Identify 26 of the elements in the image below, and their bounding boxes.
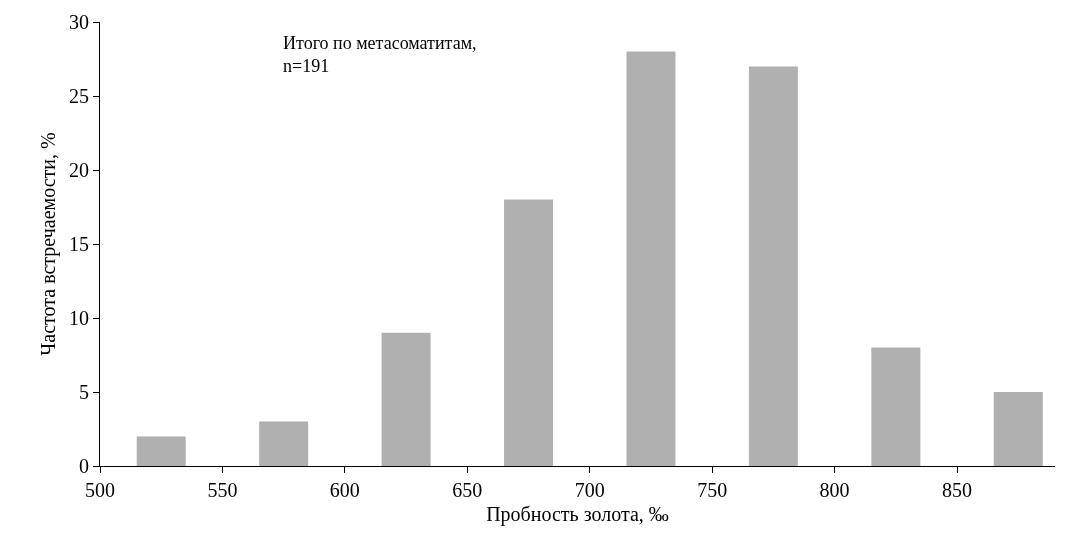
y-tick-label: 15 [69, 233, 89, 255]
y-tick-label: 25 [69, 85, 89, 107]
x-tick-label: 700 [574, 479, 605, 501]
x-tick-label: 500 [85, 479, 115, 501]
y-tick-label: 0 [79, 455, 89, 477]
x-tick-label: 550 [207, 479, 238, 501]
x-tick-label: 600 [329, 479, 360, 501]
x-tick-label: 850 [942, 479, 973, 501]
y-tick-label: 10 [69, 307, 89, 329]
bar [504, 199, 554, 466]
y-tick-label: 30 [69, 11, 89, 33]
bar [748, 66, 798, 466]
y-axis-title: Частота встречаемости, % [36, 132, 60, 356]
y-tick-label: 5 [79, 381, 89, 403]
x-axis-title: Пробность золота, ‰ [486, 502, 669, 526]
annotation: Итого по метасоматитам, n=191 [283, 33, 477, 77]
x-tick-label: 750 [697, 479, 728, 501]
bar [626, 51, 676, 466]
bar [871, 347, 921, 466]
bar [993, 392, 1043, 466]
x-tick-label: 650 [452, 479, 483, 501]
bar [381, 332, 431, 466]
y-tick-label: 20 [69, 159, 89, 181]
bar [136, 436, 186, 466]
bar [259, 421, 309, 466]
x-tick-label: 800 [819, 479, 850, 501]
